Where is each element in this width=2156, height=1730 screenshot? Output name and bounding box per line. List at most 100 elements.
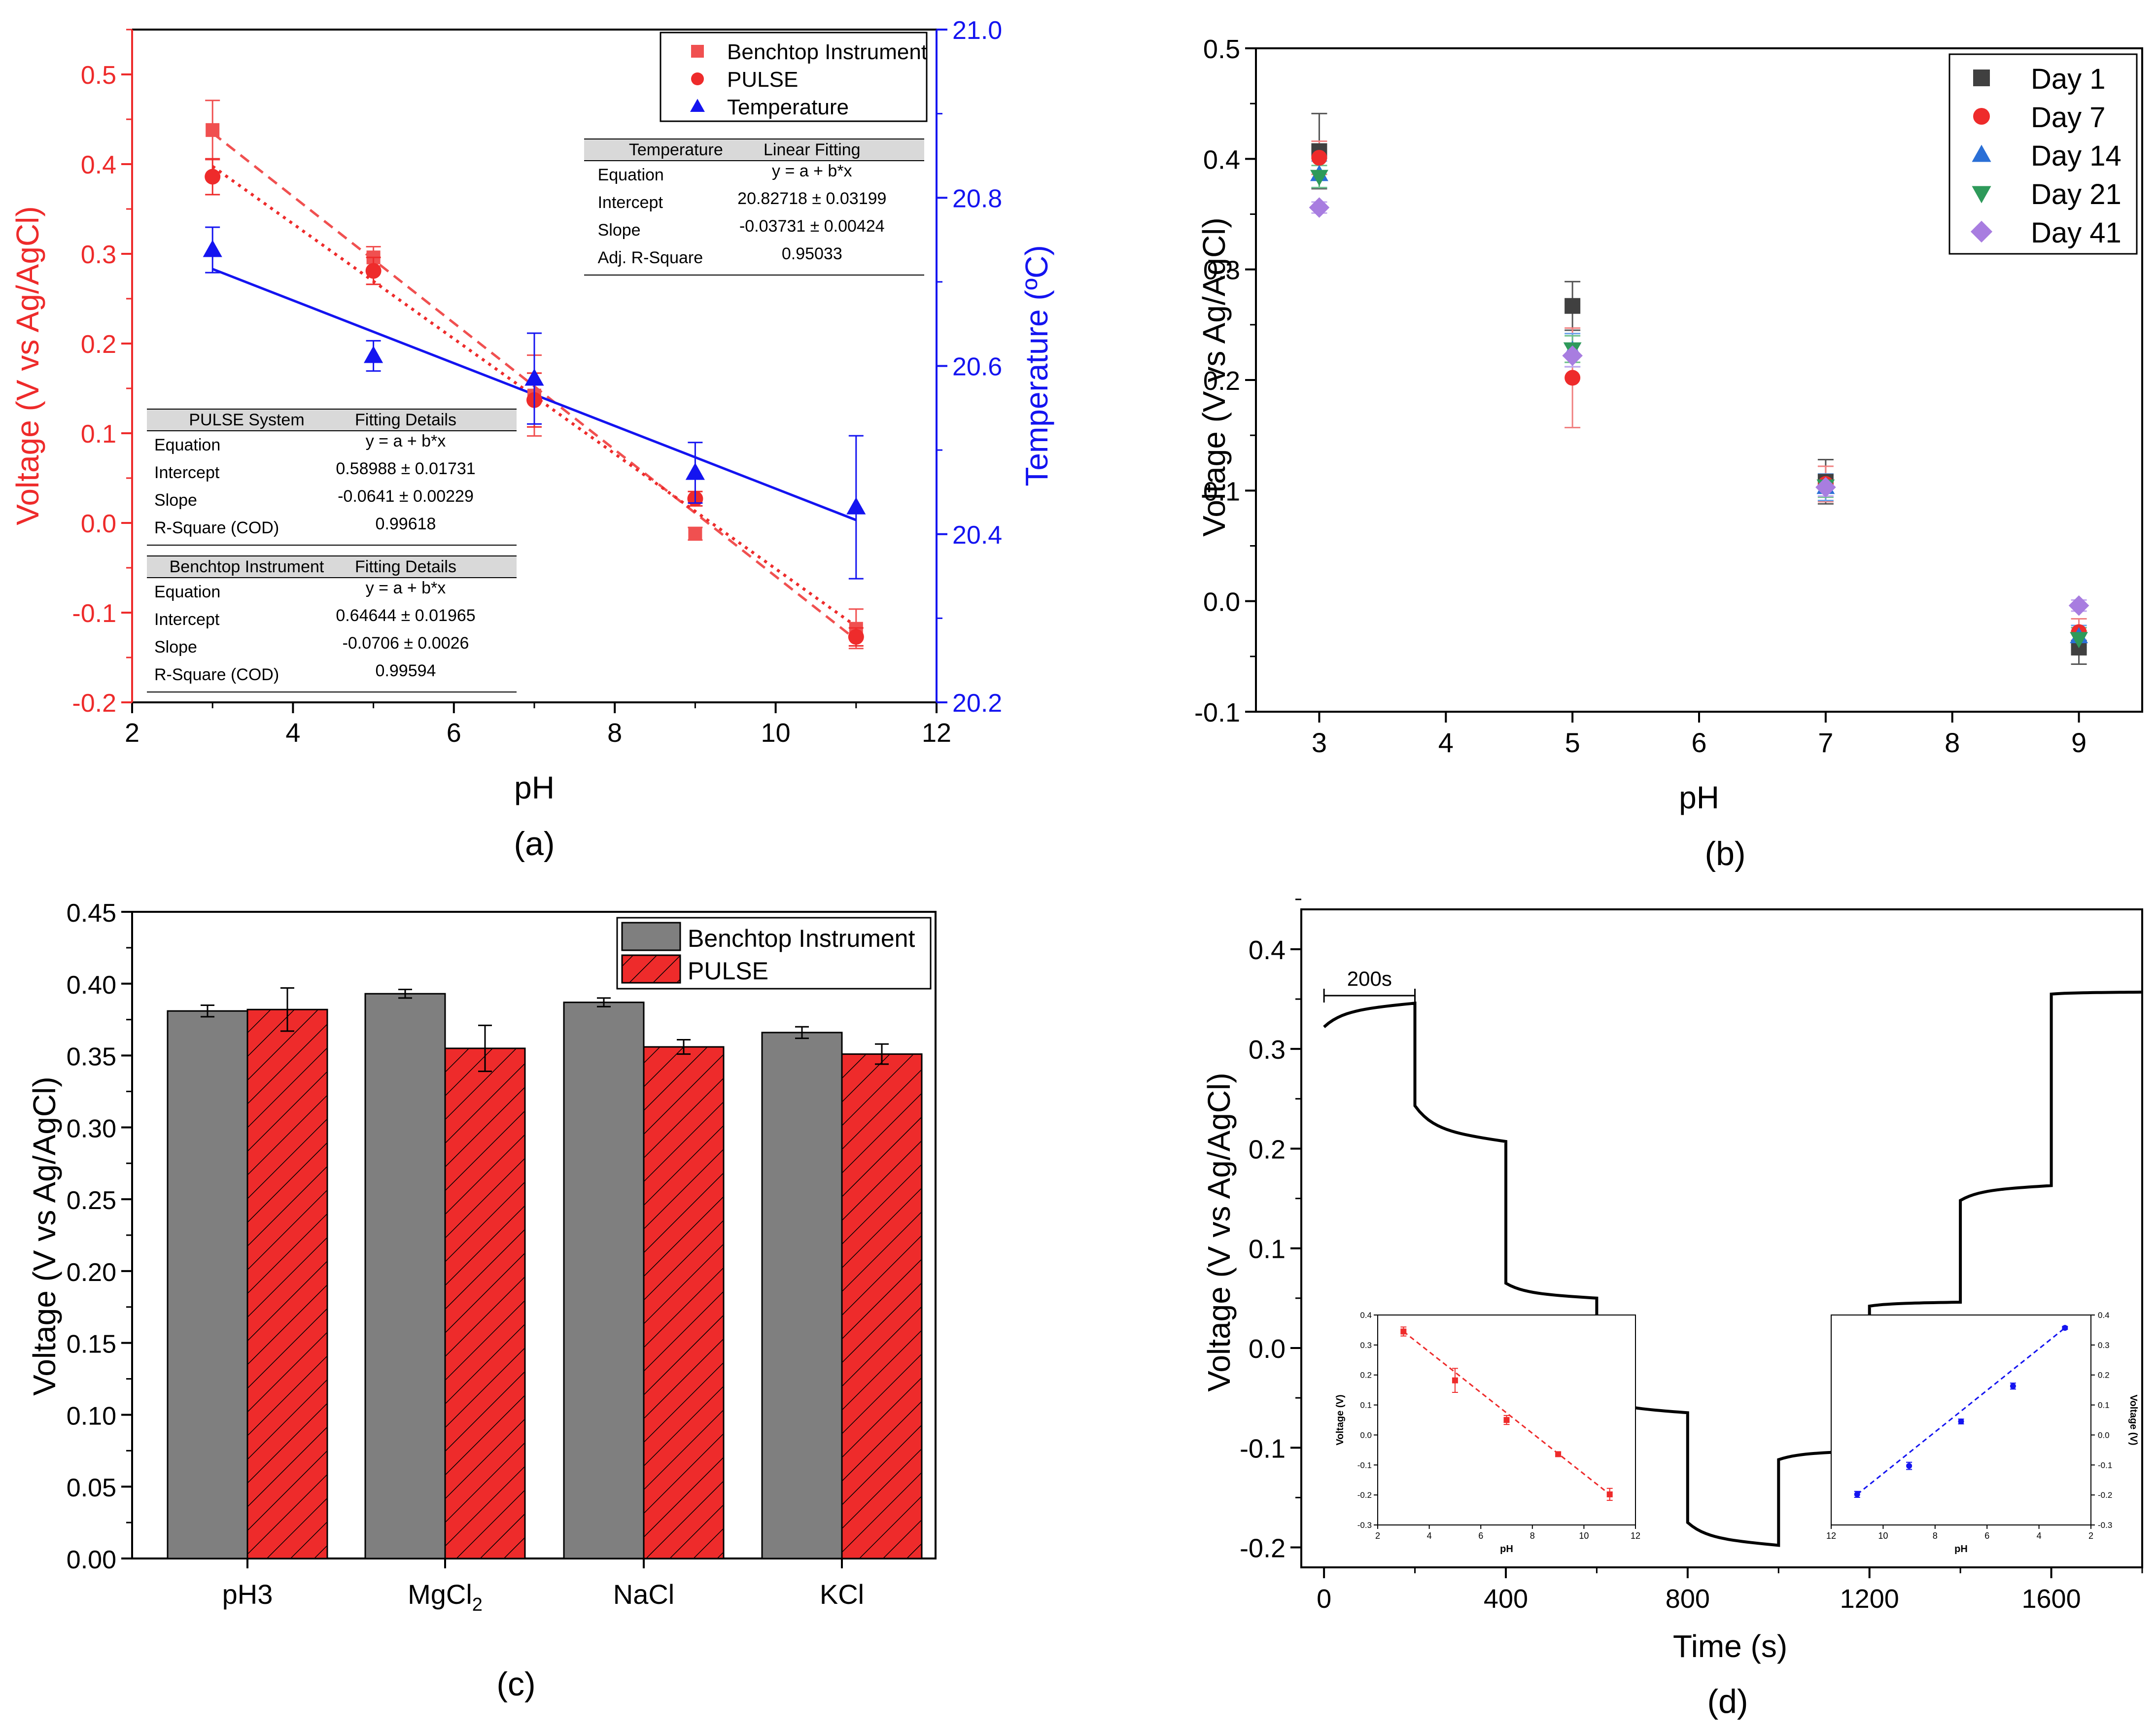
table-head-cell: Temperature	[629, 140, 723, 159]
legend-marker	[1973, 108, 1990, 125]
table-cell: Equation	[154, 436, 220, 454]
plot-frame	[1300, 908, 2143, 1568]
y-tick-label: -0.1	[72, 599, 116, 628]
y-tick-label: 0.3	[1249, 1035, 1286, 1065]
legend-label: Benchtop Instrument	[688, 925, 915, 952]
inset-x-tick-label: 8	[1933, 1531, 1938, 1541]
inset-y-tick-label: 0.3	[2098, 1341, 2110, 1350]
y-tick-label: 0.0	[81, 510, 116, 538]
inset-x-axis-title: pH	[1500, 1544, 1513, 1555]
x-tick-label: 3	[1312, 727, 1327, 758]
table-head-cell: Fitting Details	[355, 557, 456, 576]
voltage-trace	[1323, 990, 2143, 1547]
y-tick-label: 0.25	[67, 1186, 116, 1215]
data-point	[1815, 477, 1836, 498]
y-tick-label: 0.1	[81, 420, 116, 449]
table-cell: y = a + b*x	[366, 579, 446, 597]
data-point	[1565, 298, 1581, 314]
x-tick-label: 7	[1818, 727, 1833, 758]
inset-point	[1606, 1491, 1613, 1497]
temperature-point	[846, 497, 866, 515]
inset-y-tick-label: 0.1	[1360, 1401, 1372, 1410]
x-tick-label: pH3	[222, 1579, 273, 1610]
inset-point	[1400, 1328, 1407, 1335]
data-point	[2070, 632, 2088, 649]
inset-plot: 12 10 8 6 4 2 -0.3 -0.2 -0.1 0.0 0.1 0.2 0.3 0.4 pH Vol…	[1826, 1311, 2139, 1555]
y-tick-label: 0.4	[1249, 935, 1286, 965]
panel-label-a: (a)	[514, 825, 555, 863]
inset-x-axis-title: pH	[1954, 1544, 1968, 1555]
y-tick-label: 0.4	[1203, 145, 1240, 174]
benchtop-bar	[364, 993, 446, 1559]
pulse-point	[205, 169, 221, 185]
panel-d: 0 400 800 1200 1600 -0.2 -0.1 0.0 0.1 0.2 0.3 0.4 Ti…	[1201, 899, 2143, 1720]
temperature-point	[364, 346, 383, 363]
table-cell: Intercept	[598, 193, 663, 212]
inset-point	[2062, 1325, 2068, 1331]
table-cell: 0.99618	[376, 515, 436, 533]
inset-y-axis-title: Voltage (V)	[2128, 1395, 2139, 1446]
legend-label: PULSE	[688, 957, 768, 985]
x-tick-label: 0	[1317, 1584, 1331, 1614]
x-tick-label: 5	[1565, 727, 1580, 758]
pulse-bar	[444, 1047, 526, 1559]
x-tick-label: 4	[1438, 727, 1454, 758]
data-point	[1311, 150, 1327, 166]
y-tick-label: 0.35	[67, 1043, 116, 1072]
x-tick-label: 8	[607, 718, 622, 748]
table-cell: Slope	[154, 638, 197, 657]
benchtop-point	[206, 123, 220, 137]
table-head-cell: Fitting Details	[355, 411, 456, 429]
y-tick-label: 0.10	[67, 1402, 116, 1430]
inset-x-tick-label: 6	[1478, 1531, 1483, 1541]
x-tick-label: 8	[1945, 727, 1960, 758]
table-cell: Equation	[598, 166, 664, 184]
y-tick-label: 0.5	[1203, 35, 1240, 64]
inset-y-tick-label: -0.2	[1357, 1490, 1372, 1500]
pulse-bar	[841, 1053, 923, 1559]
x-tick-label: NaCl	[613, 1579, 674, 1610]
y-right-tick-label: 20.6	[952, 353, 1002, 381]
inset-y-tick-label: -0.2	[2098, 1490, 2112, 1500]
panel-a: 2 4 6 8 10 12 -0.2 -0.1 0.0 0.1 0.2 0.3 0.4 0.5 20.2 20…	[10, 16, 1054, 863]
table-cell: Equation	[154, 583, 220, 601]
inset-x-tick-label: 2	[1375, 1531, 1380, 1541]
y-right-tick-label: 20.4	[952, 521, 1002, 550]
table-cell: 0.58988 ± 0.01731	[336, 459, 475, 478]
temperature-point	[524, 368, 544, 386]
y-axis-title: Voltage (V vs Ag/AgCl)	[1201, 1073, 1237, 1391]
y-tick-label: -0.1	[1194, 698, 1240, 727]
table-cell: 0.64644 ± 0.01965	[336, 606, 475, 625]
legend-marker	[1972, 186, 1991, 204]
y-tick-label: 0.15	[67, 1330, 116, 1359]
legend-marker	[691, 72, 704, 85]
inset-y-tick-label: -0.1	[2098, 1460, 2112, 1470]
x-tick-label: 10	[761, 718, 791, 748]
legend-label: Benchtop Instrument	[727, 40, 927, 64]
table-head-cell: PULSE System	[189, 411, 304, 429]
inset-x-tick-label: 10	[1878, 1531, 1888, 1541]
table-cell: Adj. R-Square	[598, 248, 703, 267]
scale-bar-label: 200s	[1347, 967, 1392, 990]
y-tick-label: 0.05	[67, 1474, 116, 1502]
inset-y-tick-label: 0.0	[1360, 1430, 1372, 1440]
x-tick-label: KCl	[820, 1579, 864, 1610]
temperature-point	[685, 462, 705, 480]
legend-marker	[690, 99, 705, 112]
table-cell: -0.03731 ± 0.00424	[739, 217, 885, 236]
benchtop-point	[688, 526, 702, 541]
x-tick-label: 4	[285, 718, 300, 748]
inset-y-tick-label: 0.0	[2098, 1430, 2110, 1440]
inset-point	[2010, 1383, 2016, 1389]
inset-y-tick-label: 0.4	[2098, 1311, 2110, 1320]
legend-marker	[1972, 144, 1991, 162]
y-tick-label: 0.30	[67, 1114, 116, 1143]
x-tick-label: 1600	[2021, 1584, 2081, 1614]
inset-fit-line	[1403, 1331, 1610, 1495]
inset-y-tick-label: 0.1	[2098, 1401, 2110, 1410]
legend-swatch-pulse	[621, 954, 681, 984]
pulse-point	[365, 263, 382, 279]
x-tick-label: 800	[1666, 1584, 1710, 1614]
inset-y-tick-label: -0.3	[2098, 1521, 2112, 1530]
data-point	[1565, 370, 1581, 386]
